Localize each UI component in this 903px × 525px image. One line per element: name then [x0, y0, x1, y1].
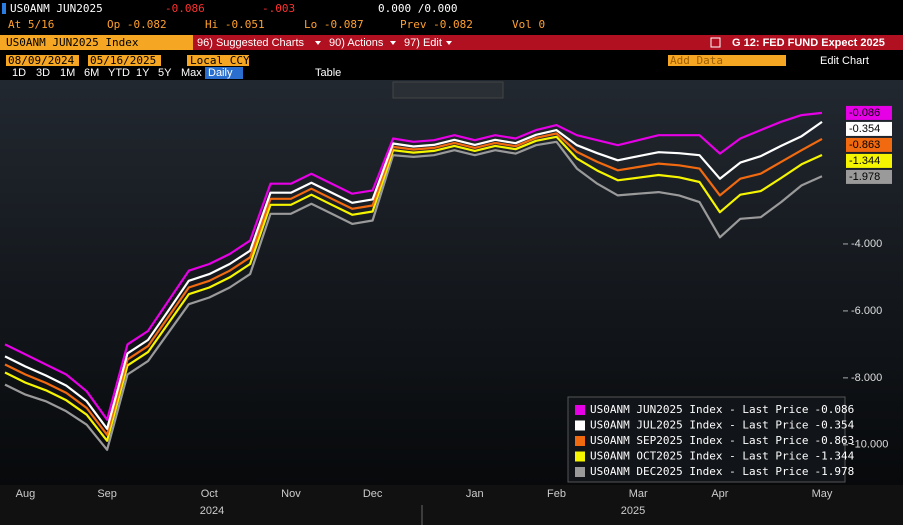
legend-name: US0ANM OCT2025 Index - Last Price [590, 450, 809, 463]
legend [567, 396, 846, 483]
dropdown-arrow [390, 41, 396, 45]
series-line [4, 111, 823, 421]
x-axis-background [0, 485, 903, 525]
period-button[interactable]: 1M [60, 67, 75, 79]
security-bar[interactable] [0, 35, 193, 50]
high: Hi -0.051 [205, 18, 265, 31]
chart-name: G 12: FED FUND Expect 2025 [732, 37, 885, 49]
y-tick-label: -10.000 [851, 439, 888, 451]
x-tick-label: Nov [281, 488, 301, 500]
last-value-box [846, 153, 892, 168]
table-button[interactable]: Table [315, 67, 341, 79]
x-tick-label: Dec [363, 488, 383, 500]
date-field[interactable] [6, 55, 79, 66]
add-data: Add Data [670, 54, 723, 67]
start-date: 08/09/2024 [8, 54, 75, 67]
ticker: US0ANM JUN2025 [10, 2, 103, 15]
low: Lo -0.087 [304, 18, 364, 31]
last-value-label: -1.978 [849, 171, 880, 183]
currency-field[interactable] [187, 55, 249, 66]
legend-swatch [575, 420, 585, 431]
series-line [4, 140, 823, 451]
legend-swatch [575, 451, 585, 462]
legend-value: -1.978 [815, 465, 855, 478]
at: At 5/16 [8, 18, 54, 31]
legend-value: -1.344 [815, 450, 855, 463]
series-line [4, 120, 823, 430]
series-line [4, 135, 823, 442]
period-buttons: 1D 3D 1M 6M YTD 1Y 5Y Max [12, 67, 202, 79]
legend-name: US0ANM SEP2025 Index - Last Price [590, 434, 809, 447]
legend-entry: US0ANM JUL2025 Index - Last Price -0.354 [590, 419, 855, 432]
period-button[interactable]: 5Y [158, 67, 172, 79]
legend-swatch [575, 436, 585, 446]
menu-bar [193, 35, 903, 50]
end-date: 05/16/2025 [90, 54, 156, 67]
x-tick-label: Mar [629, 488, 648, 500]
legend-entry: US0ANM SEP2025 Index - Last Price -0.863 [590, 434, 854, 447]
x-tick-label: Oct [201, 488, 218, 500]
add-data-field[interactable] [668, 55, 786, 66]
x-tick-label: Apr [711, 488, 728, 500]
y-tick-label: -6.000 [851, 305, 882, 317]
dropdown-arrow [446, 41, 452, 45]
year-label: 2024 [200, 505, 224, 517]
last-price: -0.086 [165, 2, 205, 15]
x-tick-label: Sep [97, 488, 117, 500]
legend-name: US0ANM JUL2025 Index - Last Price [590, 419, 809, 432]
frequency-button[interactable] [205, 67, 243, 79]
x-tick-label: Feb [547, 488, 566, 500]
legend-value: -0.086 [815, 403, 855, 416]
legend-value: -0.863 [815, 434, 855, 447]
open: Op -0.082 [107, 18, 167, 31]
x-tick-label: Aug [16, 488, 36, 500]
currency: Local CCY [190, 54, 250, 67]
y-tick-label: -8.000 [851, 372, 882, 384]
last-value-label: -1.344 [849, 155, 880, 167]
last-value-label: -0.086 [849, 107, 880, 119]
security: US0ANM JUN2025 Index [6, 36, 139, 49]
last-value-box [846, 137, 892, 152]
legend-entry: US0ANM OCT2025 Index - Last Price -1.344 [590, 450, 855, 463]
change: -.003 [262, 2, 295, 15]
edit-chart[interactable]: Edit Chart [820, 55, 869, 67]
legend-name: US0ANM JUN2025 Index - Last Price [590, 403, 809, 416]
legend-swatch [575, 405, 585, 415]
last-value-label: -0.354 [849, 123, 880, 135]
series-line [4, 132, 823, 436]
menu[interactable]: 90) Actions [329, 37, 384, 49]
menu[interactable]: 97) Edit [404, 37, 442, 49]
year-label: 2025 [621, 505, 645, 517]
volume: Vol 0 [512, 18, 545, 31]
dropdown-arrow [315, 41, 321, 45]
period-button[interactable]: Max [181, 67, 202, 79]
y-tick-label: -4.000 [851, 238, 882, 250]
legend-entry: US0ANM JUN2025 Index - Last Price -0.086 [590, 403, 854, 416]
legend-entry: US0ANM DEC2025 Index - Last Price -1.978 [590, 465, 854, 478]
last-value-box [846, 121, 892, 136]
marker [2, 3, 6, 14]
bid-ask: 0.000 /0.000 [378, 2, 457, 15]
period-button[interactable]: 1Y [136, 67, 150, 79]
period-button[interactable]: 3D [36, 67, 50, 79]
last-value-box [846, 105, 892, 120]
prev: Prev -0.082 [400, 18, 473, 31]
link-icon [710, 37, 721, 48]
legend-swatch [575, 467, 585, 477]
last-value-label: -0.863 [849, 139, 880, 151]
legend-name: US0ANM DEC2025 Index - Last Price [590, 465, 809, 478]
legend-value: -0.354 [815, 419, 855, 432]
period-button[interactable]: 1D [12, 67, 26, 79]
period-button[interactable]: YTD [108, 67, 130, 79]
frequency: Daily [208, 67, 233, 79]
chart-tools[interactable] [392, 81, 504, 99]
menu[interactable]: 96) Suggested Charts [197, 37, 305, 49]
x-tick-label: Jan [466, 488, 484, 500]
date-field[interactable] [88, 55, 161, 66]
x-tick-label: May [812, 488, 833, 500]
period-button[interactable]: 6M [84, 67, 99, 79]
last-value-box [846, 169, 892, 184]
